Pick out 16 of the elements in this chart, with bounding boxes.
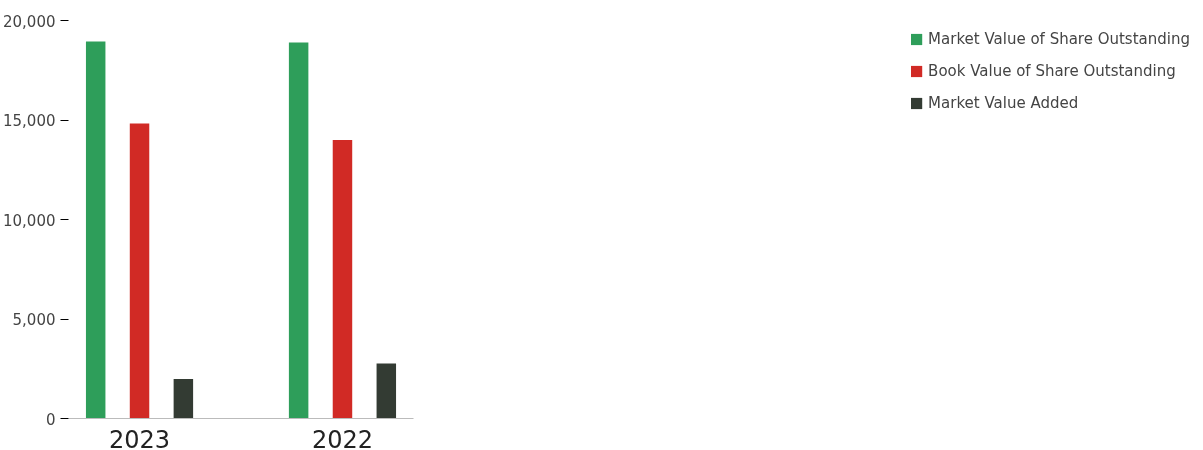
bar [85, 41, 106, 419]
y-tick-label: 0 [45, 410, 56, 429]
bar [332, 139, 353, 419]
y-tick-label: 15,000 [3, 112, 56, 130]
y-tick-label: 10,000 [3, 211, 56, 230]
legend-label: Book Value of Share Outstanding [928, 62, 1176, 80]
legend-label: Market Value of Share Outstanding [928, 30, 1190, 48]
bar [129, 123, 150, 419]
bar [376, 363, 397, 419]
x-tick-label: 2023 [108, 425, 171, 450]
legend-label: Market Value Added [928, 94, 1079, 112]
x-tick-label: 2022 [311, 425, 374, 450]
bar [288, 42, 309, 419]
bar [173, 379, 194, 419]
y-tick-label: 20,000 [3, 12, 56, 31]
y-tick-label: 5,000 [12, 311, 56, 329]
